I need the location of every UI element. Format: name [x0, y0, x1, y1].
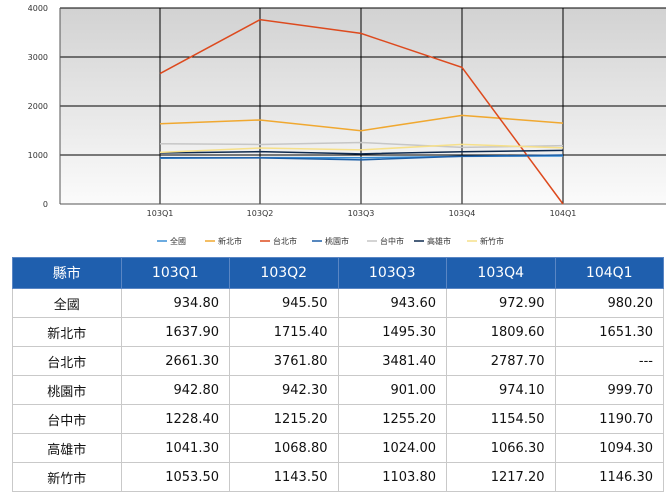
table-cell: 3761.80: [229, 346, 339, 376]
table-cell: 942.80: [120, 375, 230, 405]
legend-label: 台北市: [273, 236, 297, 246]
legend-label: 桃園市: [325, 236, 349, 246]
series-line: [159, 114, 564, 132]
table-cell: 1637.90: [120, 317, 230, 347]
table-cell: 1154.50: [446, 404, 556, 434]
x-tick-label: 103Q1: [147, 209, 174, 218]
series-line: [159, 149, 564, 155]
table-cell: 1215.20: [229, 404, 339, 434]
table-cell: 972.90: [446, 288, 556, 318]
table-cell: 999.70: [554, 375, 664, 405]
table-cell: 943.60: [337, 288, 447, 318]
table-cell: 1146.30: [554, 462, 664, 492]
table-cell: 974.10: [446, 375, 556, 405]
data-table: 縣市 103Q1 103Q2 103Q3 103Q4 104Q1 全國 934.…: [12, 257, 664, 492]
table-cell: 1495.30: [337, 317, 447, 347]
series-line: [159, 18, 564, 205]
table-cell: 1068.80: [229, 433, 339, 463]
table-cell: 1651.30: [554, 317, 664, 347]
row-label: 高雄市: [12, 433, 122, 463]
row-label: 全國: [12, 288, 122, 318]
legend-label: 高雄市: [427, 236, 451, 246]
table-cell: 2787.70: [446, 346, 556, 376]
x-tick-label: 103Q4: [449, 209, 476, 218]
y-tick-label: 1000: [28, 151, 48, 160]
header-103q1: 103Q1: [120, 257, 230, 289]
table-cell: 945.50: [229, 288, 339, 318]
table-row: 新竹市 1053.50 1143.50 1103.80 1217.20 1146…: [12, 462, 664, 492]
header-103q3: 103Q3: [337, 257, 447, 289]
table-cell: 1143.50: [229, 462, 339, 492]
row-label: 台中市: [12, 404, 122, 434]
legend-label: 全國: [170, 236, 186, 246]
legend-label: 新竹市: [480, 236, 504, 246]
y-tick-label: 2000: [28, 102, 48, 111]
table-cell: 1066.30: [446, 433, 556, 463]
series-line: [159, 154, 564, 161]
legend-label: 新北市: [218, 236, 242, 246]
table-cell: 901.00: [337, 375, 447, 405]
header-county: 縣市: [12, 257, 122, 289]
legend-label: 台中市: [380, 236, 404, 246]
table-cell: 942.30: [229, 375, 339, 405]
x-tick-label: 103Q3: [348, 209, 375, 218]
table-row: 高雄市 1041.30 1068.80 1024.00 1066.30 1094…: [12, 433, 664, 463]
table-cell: 2661.30: [120, 346, 230, 376]
table-cell: 1103.80: [337, 462, 447, 492]
header-104q1: 104Q1: [554, 257, 664, 289]
table-row: 桃園市 942.80 942.30 901.00 974.10 999.70: [12, 375, 664, 405]
header-103q4: 103Q4: [446, 257, 556, 289]
row-label: 台北市: [12, 346, 122, 376]
table-cell: 1024.00: [337, 433, 447, 463]
table-cell: 1094.30: [554, 433, 664, 463]
y-tick-label: 4000: [28, 4, 48, 13]
table-row: 台北市 2661.30 3761.80 3481.40 2787.70 ---: [12, 346, 664, 376]
line-chart: 0 1000 2000 3000 4000 103Q1 103Q2 103Q3 103Q4 104…: [28, 4, 666, 246]
table-row: 新北市 1637.90 1715.40 1495.30 1809.60 1651…: [12, 317, 664, 347]
table-cell: 1715.40: [229, 317, 339, 347]
table-cell: 1053.50: [120, 462, 230, 492]
table-cell: 980.20: [554, 288, 664, 318]
header-103q2: 103Q2: [229, 257, 339, 289]
x-tick-label: 103Q2: [247, 209, 274, 218]
y-tick-label: 3000: [28, 53, 48, 62]
table-cell: 1228.40: [120, 404, 230, 434]
table-cell: 934.80: [120, 288, 230, 318]
series-line: [159, 143, 564, 154]
table-cell: 1217.20: [446, 462, 556, 492]
row-label: 新北市: [12, 317, 122, 347]
table-cell: ---: [554, 346, 664, 376]
row-label: 桃園市: [12, 375, 122, 405]
row-label: 新竹市: [12, 462, 122, 492]
table-row: 台中市 1228.40 1215.20 1255.20 1154.50 1190…: [12, 404, 664, 434]
table-cell: 1255.20: [337, 404, 447, 434]
table-cell: 1041.30: [120, 433, 230, 463]
chart-svg: 0 1000 2000 3000 4000 103Q1 103Q2 103Q3 103Q4 104…: [28, 4, 666, 246]
table-cell: 1809.60: [446, 317, 556, 347]
table-header-row: 縣市 103Q1 103Q2 103Q3 103Q4 104Q1: [12, 257, 664, 289]
table-cell: 3481.40: [337, 346, 447, 376]
series-line: [159, 141, 564, 149]
x-tick-label: 104Q1: [550, 209, 577, 218]
table-row: 全國 934.80 945.50 943.60 972.90 980.20: [12, 288, 664, 318]
table-cell: 1190.70: [554, 404, 664, 434]
y-tick-label: 0: [43, 200, 48, 209]
